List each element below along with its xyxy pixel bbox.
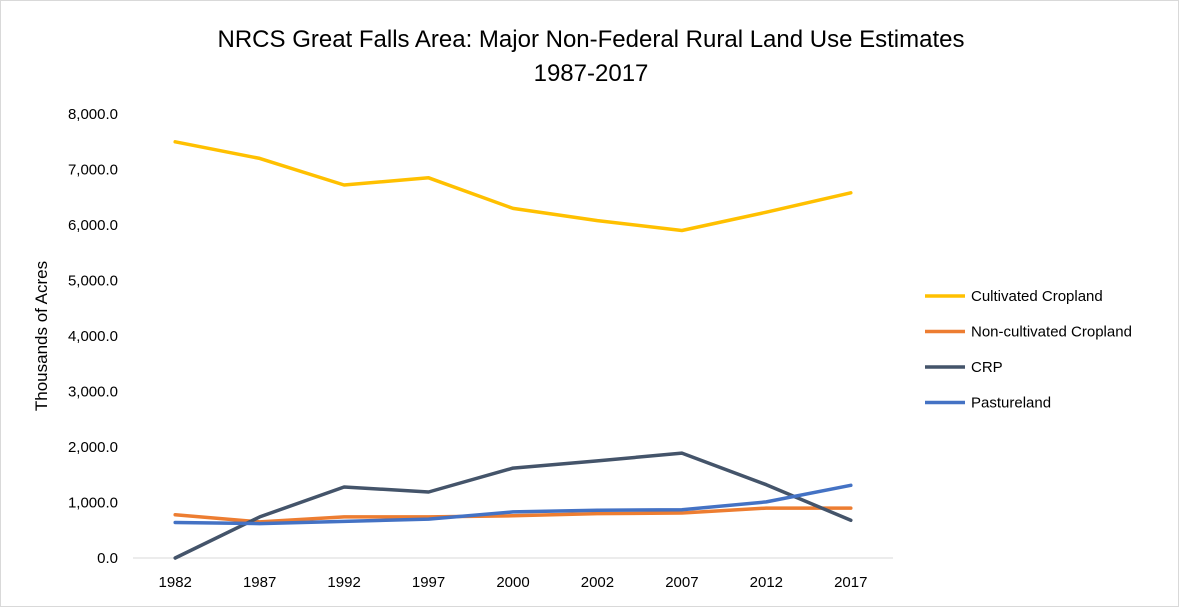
series-line-pastureland xyxy=(173,483,853,526)
chart-title-line1: NRCS Great Falls Area: Major Non-Federal… xyxy=(218,26,965,53)
legend-item: Cultivated Cropland xyxy=(925,288,1103,305)
legend-item: CRP xyxy=(925,359,1003,376)
legend-item: Non-cultivated Cropland xyxy=(925,324,1132,341)
y-tick-label: 4,000.0 xyxy=(68,328,118,345)
y-tick-label: 8,000.0 xyxy=(68,106,118,123)
x-tick-label: 2012 xyxy=(750,574,783,591)
series-line-cultivated-cropland xyxy=(173,140,853,233)
legend-item: Pastureland xyxy=(925,395,1051,412)
x-tick-label: 1992 xyxy=(327,574,360,591)
x-tick-label: 1987 xyxy=(243,574,276,591)
y-tick-label: 1,000.0 xyxy=(68,495,118,512)
y-tick-label: 6,000.0 xyxy=(68,217,118,234)
series-line-non-cultivated-cropland xyxy=(173,506,853,524)
y-tick-label: 0.0 xyxy=(97,550,118,567)
legend: Cultivated Cropland Non-cultivated Cropla… xyxy=(925,288,1132,412)
x-tick-label: 2017 xyxy=(834,574,867,591)
y-tick-label: 7,000.0 xyxy=(68,162,118,179)
y-tick-label: 3,000.0 xyxy=(68,384,118,401)
series-lines xyxy=(173,140,853,560)
y-tick-label: 2,000.0 xyxy=(68,439,118,456)
legend-label: CRP xyxy=(971,359,1003,376)
x-tick-label: 2007 xyxy=(665,574,698,591)
legend-label: Cultivated Cropland xyxy=(971,288,1103,305)
y-axis-label: Thousands of Acres xyxy=(32,261,51,411)
x-axis-ticks: 1982 1987 1992 1997 2000 2002 2007 2012 2017 xyxy=(159,574,868,591)
x-tick-label: 1997 xyxy=(412,574,445,591)
y-tick-label: 5,000.0 xyxy=(68,273,118,290)
x-tick-label: 2000 xyxy=(496,574,529,591)
x-tick-label: 2002 xyxy=(581,574,614,591)
series-line-crp xyxy=(173,451,853,560)
chart-title-line2: 1987-2017 xyxy=(534,60,649,87)
y-axis-ticks: 0.0 1,000.0 2,000.0 3,000.0 4,000.0 5,000.0 6,… xyxy=(68,106,118,567)
legend-label: Pastureland xyxy=(971,395,1051,412)
x-tick-label: 1982 xyxy=(159,574,192,591)
legend-label: Non-cultivated Cropland xyxy=(971,324,1132,341)
